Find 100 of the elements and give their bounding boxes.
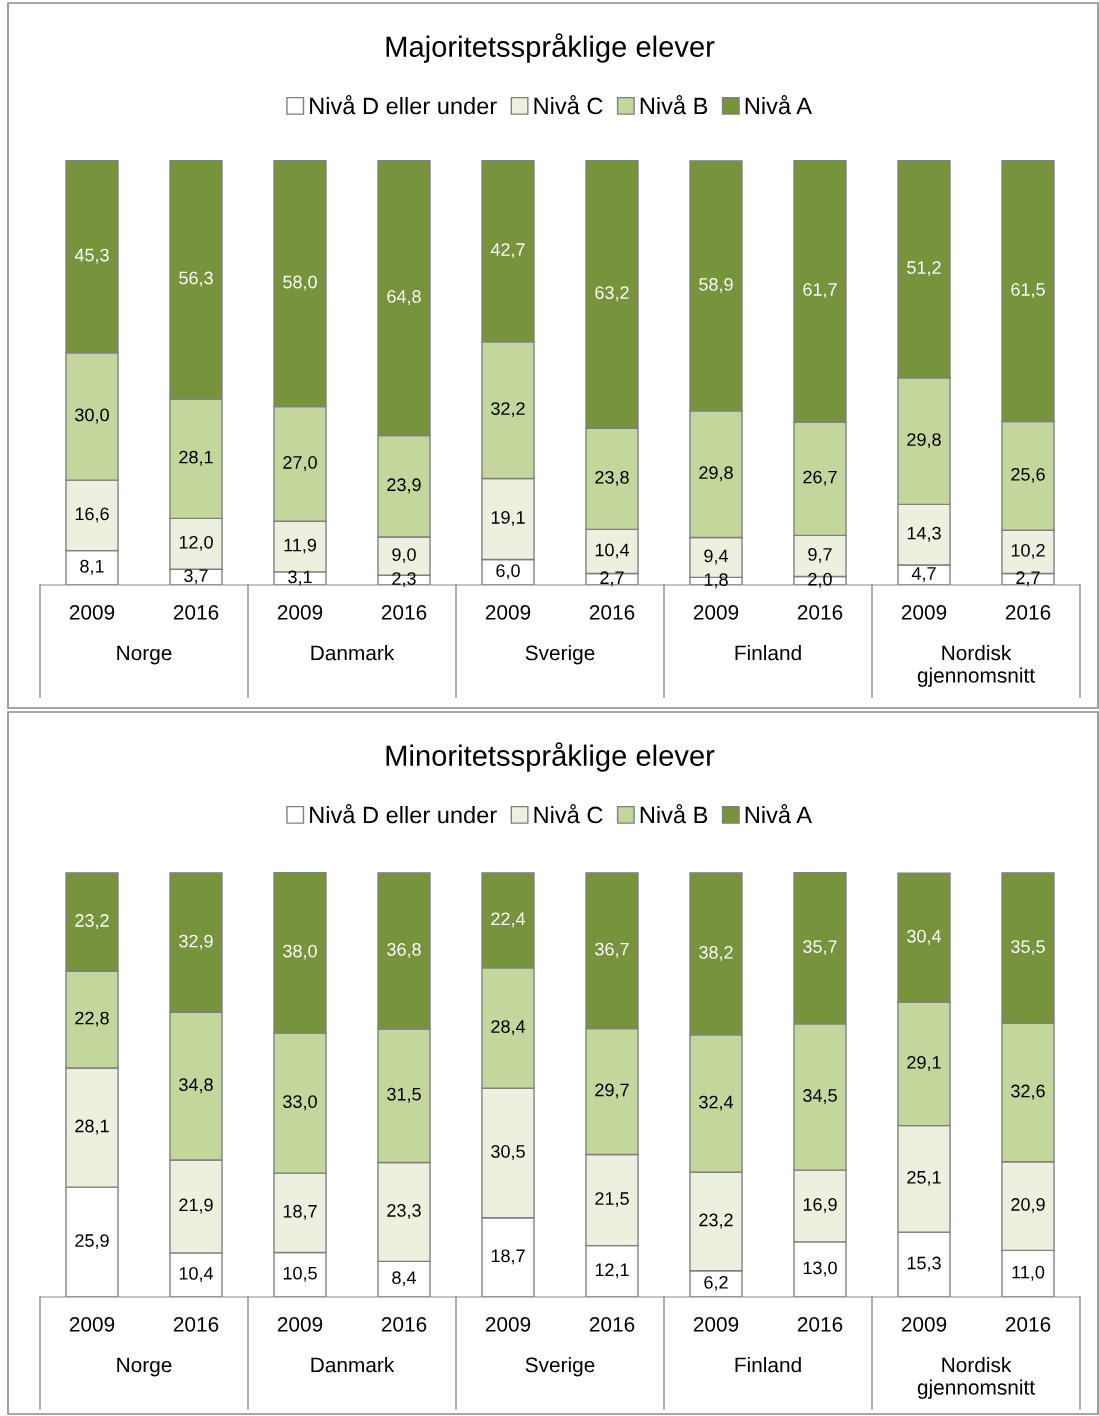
x-tick-label: 2016: [589, 604, 635, 620]
data-label: 28,1: [179, 450, 213, 466]
data-label: 25,9: [75, 1234, 109, 1250]
data-label: 11,9: [284, 538, 317, 554]
data-label: 45,3: [74, 248, 109, 264]
data-label: 35,7: [803, 940, 837, 956]
data-label: 8,4: [392, 1271, 417, 1287]
data-label: 4,7: [911, 567, 936, 582]
data-label: 18,7: [283, 1204, 317, 1220]
data-label: 38,0: [283, 944, 317, 960]
legend-label: Nivå A: [745, 95, 812, 115]
data-label: 2,7: [1016, 571, 1040, 587]
legend-label: Nivå C: [534, 804, 603, 824]
legend-label: Nivå D eller under: [310, 95, 497, 115]
data-label: 56,3: [179, 271, 213, 287]
x-tick-label: 2009: [901, 1316, 947, 1332]
data-label: 19,1: [491, 511, 525, 526]
data-label: 58,0: [283, 275, 317, 291]
data-label: 32,6: [1011, 1084, 1045, 1100]
legend-label: Nivå D eller under: [310, 804, 497, 824]
data-label: 34,8: [179, 1078, 213, 1094]
data-label: 21,5: [595, 1192, 629, 1208]
data-label: 9,4: [704, 549, 729, 565]
x-tick-label: 2016: [173, 604, 219, 620]
x-tick-label: 2016: [1005, 1316, 1051, 1332]
data-label: 10,2: [1011, 543, 1045, 559]
text: Sverige: [525, 645, 595, 665]
data-label: 18,7: [491, 1249, 525, 1265]
data-label: 31,5: [387, 1087, 421, 1103]
data-label: 12,1: [595, 1263, 629, 1279]
data-label: 32,2: [491, 402, 525, 418]
data-label: 35,5: [1011, 940, 1045, 956]
x-tick-label: 2009: [277, 604, 323, 620]
data-label: 25,1: [907, 1170, 941, 1186]
data-label: 23,9: [387, 478, 421, 494]
data-label: 23,8: [595, 470, 629, 486]
data-label: 10,5: [283, 1266, 317, 1282]
text: Norge: [117, 645, 172, 665]
data-label: 38,2: [699, 945, 733, 961]
data-label: 21,9: [179, 1198, 213, 1214]
data-label: 51,2: [907, 261, 941, 277]
data-label: 36,7: [595, 942, 629, 958]
text: Sverige: [525, 1357, 595, 1377]
text: Finland: [735, 645, 801, 661]
data-label: 6,0: [496, 564, 520, 580]
text: Norge: [117, 1357, 172, 1377]
data-label: 61,7: [803, 283, 837, 298]
data-label: 23,2: [699, 1213, 733, 1229]
data-label: 42,7: [490, 243, 525, 259]
data-label: 28,4: [491, 1020, 526, 1036]
text: Nordisk gjennomsnitt: [917, 645, 1035, 687]
data-label: 23,3: [387, 1204, 421, 1219]
data-label: 29,8: [907, 433, 941, 449]
data-label: 12,0: [179, 535, 213, 551]
x-tick-label: 2009: [693, 1316, 739, 1332]
data-label: 27,0: [283, 456, 317, 471]
data-label: 36,8: [387, 942, 421, 958]
data-label: 63,2: [595, 286, 629, 302]
data-label: 13,0: [803, 1261, 837, 1277]
x-tick-label: 2009: [277, 1316, 323, 1332]
data-label: 26,7: [803, 470, 837, 486]
x-tick-label: 2009: [693, 604, 739, 620]
text: Nordisk gjennomsnitt: [917, 1357, 1035, 1399]
x-tick-label: 2016: [589, 1316, 635, 1332]
data-label: 9,0: [392, 548, 416, 564]
data-label: 29,7: [595, 1083, 629, 1099]
data-label: 29,1: [907, 1055, 941, 1071]
data-label: 8,1: [80, 559, 104, 575]
data-label: 3,1: [288, 570, 312, 586]
data-label: 23,2: [75, 914, 109, 930]
data-label: 29,8: [699, 466, 733, 482]
x-tick-label: 2009: [69, 604, 115, 620]
x-tick-label: 2016: [173, 1316, 219, 1332]
data-label: 9,7: [808, 547, 832, 563]
data-label: 30,4: [907, 929, 942, 945]
data-label: 33,0: [283, 1095, 317, 1111]
x-tick-label: 2016: [797, 1316, 843, 1332]
x-tick-label: 2016: [1005, 604, 1051, 620]
chart-title: Majoritetsspråklige elever: [386, 33, 715, 63]
text: Danmark: [311, 645, 395, 661]
data-label: 30,5: [491, 1145, 525, 1160]
data-label: 1,8: [704, 573, 728, 589]
x-tick-label: 2009: [485, 604, 531, 620]
data-label: 10,4: [179, 1267, 214, 1282]
legend-label: Nivå C: [534, 95, 603, 115]
x-tick-label: 2016: [797, 604, 843, 620]
x-tick-label: 2009: [901, 604, 947, 620]
text: Finland: [735, 1357, 801, 1373]
data-label: 32,4: [699, 1095, 734, 1111]
data-label: 16,6: [75, 507, 109, 523]
data-label: 11,0: [1012, 1265, 1045, 1281]
data-label: 64,8: [387, 290, 421, 305]
data-label: 14,3: [907, 526, 941, 542]
data-label: 16,9: [803, 1198, 837, 1213]
data-label: 10,4: [595, 543, 630, 559]
data-label: 25,6: [1011, 467, 1045, 483]
data-label: 61,5: [1011, 283, 1045, 298]
text: Danmark: [311, 1357, 395, 1373]
x-tick-label: 2009: [69, 1316, 115, 1332]
data-label: 32,9: [179, 934, 213, 950]
